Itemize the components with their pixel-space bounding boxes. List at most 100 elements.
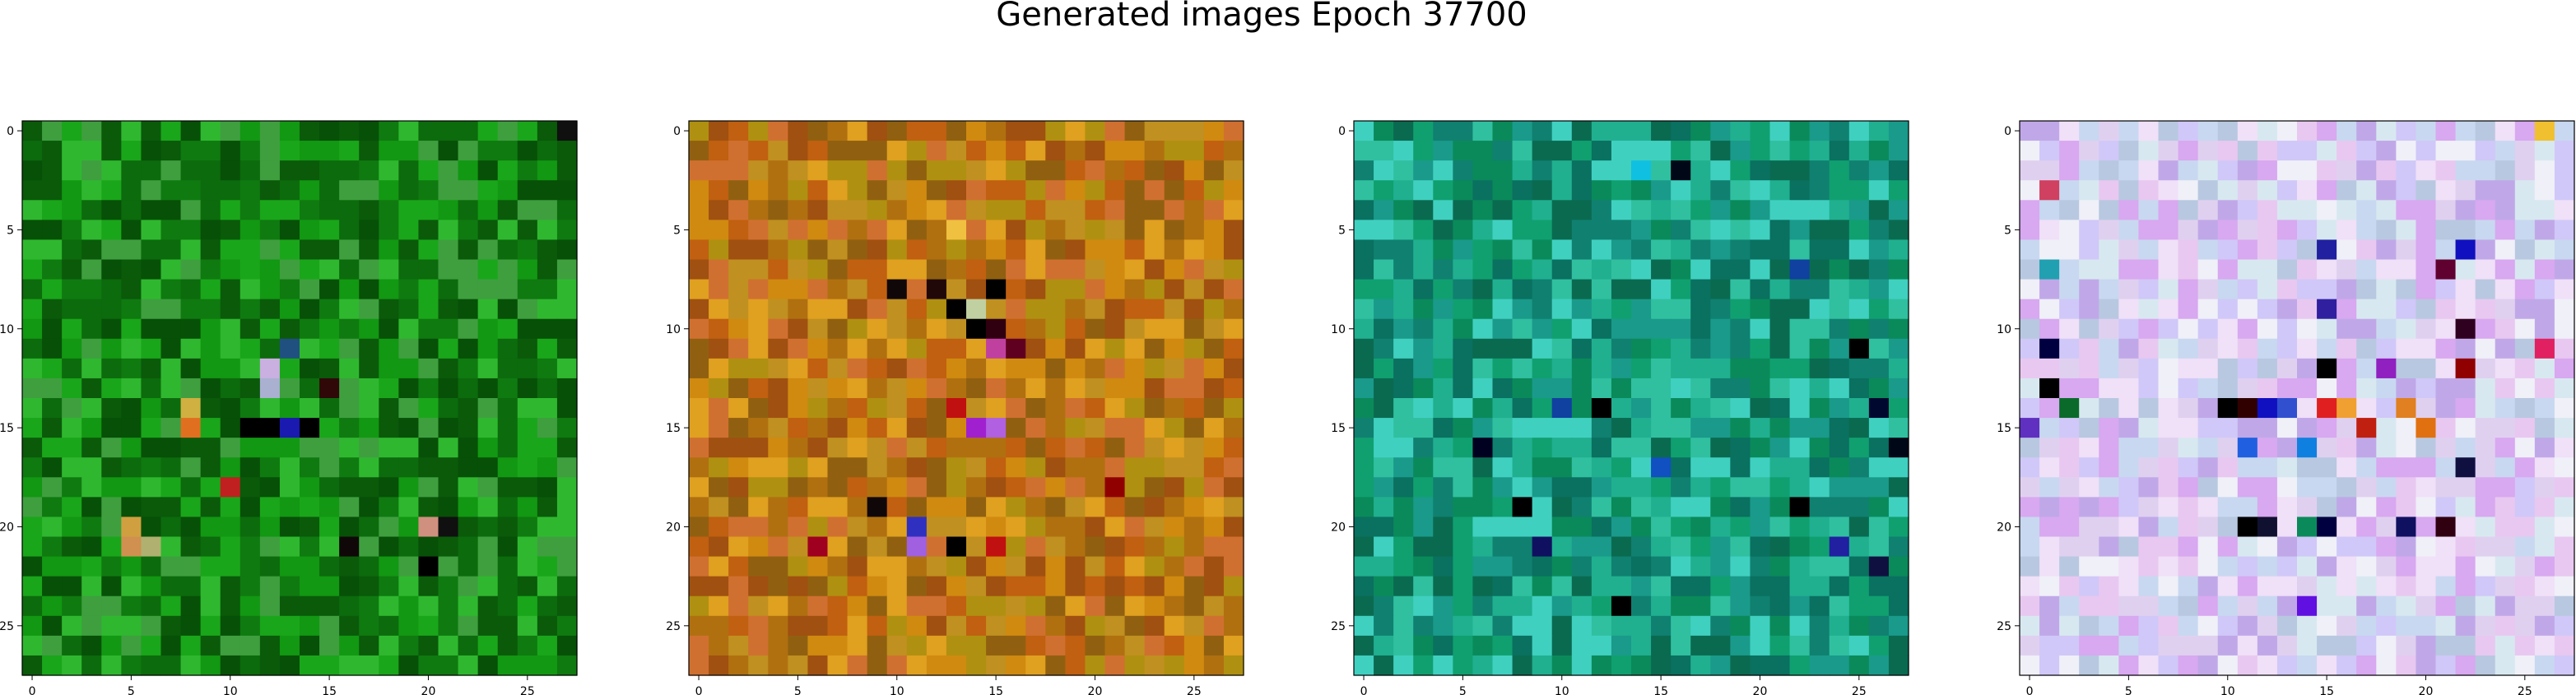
pixel-cell bbox=[556, 556, 578, 577]
pixel-cell bbox=[537, 318, 558, 340]
pixel-cell bbox=[1571, 299, 1593, 320]
pixel-cell bbox=[2178, 378, 2199, 399]
pixel-cell bbox=[2197, 239, 2219, 261]
pixel-cell bbox=[1631, 438, 1652, 458]
pixel-cell bbox=[1888, 299, 1909, 320]
pixel-cell bbox=[1025, 279, 1046, 300]
pixel-cell bbox=[1868, 259, 1890, 280]
pixel-cell bbox=[101, 279, 122, 300]
pixel-cell bbox=[1848, 457, 1870, 478]
pixel-cell bbox=[2197, 418, 2219, 438]
pixel-cell bbox=[1354, 477, 1374, 498]
pixel-cell bbox=[1571, 239, 1593, 261]
pixel-cell bbox=[418, 398, 439, 419]
pixel-cell bbox=[1203, 595, 1225, 617]
pixel-cell bbox=[1453, 141, 1474, 161]
pixel-cell bbox=[2039, 438, 2060, 458]
pixel-cell bbox=[2534, 457, 2555, 478]
pixel-cell bbox=[239, 655, 261, 676]
pixel-cell bbox=[2158, 536, 2179, 558]
pixel-cell bbox=[768, 497, 788, 518]
pixel-cell bbox=[1789, 595, 1811, 617]
pixel-cell bbox=[906, 239, 928, 261]
pixel-cell bbox=[2217, 259, 2239, 280]
pixel-cell bbox=[398, 318, 420, 340]
pixel-cell bbox=[1006, 299, 1026, 320]
pixel-cell bbox=[827, 635, 849, 656]
pixel-cell bbox=[339, 121, 360, 141]
pixel-cell bbox=[2099, 318, 2119, 340]
pixel-cell bbox=[1690, 160, 1711, 181]
pixel-cell bbox=[886, 477, 908, 498]
pixel-cell bbox=[1144, 438, 1165, 458]
pixel-cell bbox=[2495, 536, 2516, 558]
pixel-cell bbox=[1769, 141, 1791, 161]
pixel-cell bbox=[418, 457, 439, 478]
pixel-cell bbox=[1868, 200, 1890, 220]
pixel-cell bbox=[2396, 536, 2417, 558]
pixel-cell bbox=[537, 595, 558, 617]
pixel-cell bbox=[1025, 160, 1046, 181]
pixel-cell bbox=[101, 595, 122, 617]
pixel-cell bbox=[2297, 398, 2318, 419]
pixel-cell bbox=[239, 200, 261, 220]
pixel-cell bbox=[2514, 438, 2536, 458]
x-tick-label: 25 bbox=[520, 685, 535, 695]
pixel-cell bbox=[180, 160, 202, 181]
pixel-cell bbox=[2396, 121, 2417, 141]
pixel-cell bbox=[101, 418, 122, 438]
pixel-cell bbox=[62, 418, 82, 438]
pixel-cell bbox=[2337, 338, 2357, 359]
pixel-cell bbox=[438, 418, 459, 438]
pixel-cell bbox=[359, 180, 379, 201]
pixel-cell bbox=[1611, 318, 1632, 340]
pixel-cell bbox=[2217, 457, 2239, 478]
pixel-cell bbox=[2059, 121, 2080, 141]
pixel-cell bbox=[2495, 338, 2516, 359]
pixel-cell bbox=[62, 477, 82, 498]
pixel-cell bbox=[1085, 398, 1106, 419]
pixel-cell bbox=[1065, 180, 1086, 201]
pixel-cell bbox=[709, 576, 729, 597]
pixel-cell bbox=[886, 576, 908, 597]
pixel-cell bbox=[986, 595, 1007, 617]
pixel-cell bbox=[847, 239, 868, 261]
pixel-cell bbox=[1611, 378, 1632, 399]
pixel-cell bbox=[81, 160, 102, 181]
pixel-cell bbox=[1144, 556, 1165, 577]
pixel-cell bbox=[728, 279, 749, 300]
pixel-cell bbox=[1532, 220, 1553, 241]
pixel-cell bbox=[81, 576, 102, 597]
pixel-cell bbox=[2435, 338, 2457, 359]
pixel-cell bbox=[1413, 279, 1434, 300]
pixel-cell bbox=[1045, 358, 1066, 379]
pixel-cell bbox=[1203, 378, 1225, 399]
pixel-cell bbox=[160, 497, 182, 518]
pixel-cell bbox=[239, 378, 261, 399]
pixel-cell bbox=[2297, 279, 2318, 300]
pixel-cell bbox=[1769, 655, 1791, 676]
pixel-cell bbox=[300, 398, 320, 419]
pixel-cell bbox=[2118, 615, 2140, 637]
pixel-cell bbox=[1472, 595, 1494, 617]
pixel-cell bbox=[2237, 418, 2258, 438]
pixel-cell bbox=[807, 358, 829, 379]
pixel-cell bbox=[2158, 338, 2179, 359]
pixel-cell bbox=[1750, 180, 1771, 201]
pixel-cell bbox=[279, 121, 300, 141]
pixel-cell bbox=[2455, 536, 2476, 558]
pixel-cell bbox=[2416, 239, 2437, 261]
pixel-cell bbox=[2435, 536, 2457, 558]
pixel-cell bbox=[2276, 517, 2298, 538]
x-tick-label: 20 bbox=[2419, 685, 2434, 695]
pixel-cell bbox=[1393, 220, 1414, 241]
pixel-cell bbox=[2317, 318, 2337, 340]
pixel-cell bbox=[2416, 517, 2437, 538]
pixel-cell bbox=[1571, 517, 1593, 538]
pixel-cell bbox=[200, 378, 221, 399]
pixel-cell bbox=[1025, 239, 1046, 261]
pixel-cell bbox=[1789, 279, 1811, 300]
pixel-cell bbox=[966, 160, 987, 181]
pixel-cell bbox=[1631, 517, 1652, 538]
pixel-cell bbox=[2297, 438, 2318, 458]
